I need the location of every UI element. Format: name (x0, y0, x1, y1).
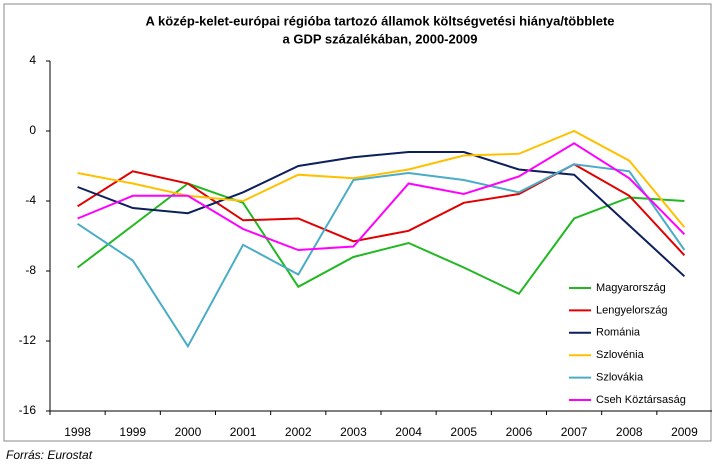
x-tick-label: 2009 (671, 425, 698, 439)
series-line (77, 129, 686, 228)
legend-label: Románia (596, 327, 641, 339)
y-tick-label: 4 (29, 53, 36, 67)
x-tick-label: 2003 (340, 425, 367, 439)
series-line (76, 182, 685, 296)
y-tick-label: 0 (29, 123, 36, 137)
chart-title: A közép-kelet-európai régióba tartozó ál… (145, 13, 614, 28)
x-tick-label: 2001 (230, 425, 257, 439)
legend-label: Szlovénia (596, 349, 645, 361)
series-line (77, 163, 686, 256)
y-tick-label: -16 (19, 403, 37, 417)
chart-frame (3, 3, 712, 442)
x-tick-label: 2005 (450, 425, 477, 439)
y-tick-label: -12 (19, 333, 37, 347)
source-note: Forrás: Eurostat (6, 448, 93, 462)
x-tick-label: 2008 (616, 425, 643, 439)
series-line (77, 151, 686, 278)
legend-label: Cseh Köztársaság (596, 394, 686, 406)
series-line (77, 163, 686, 349)
x-tick-label: 1999 (119, 425, 146, 439)
x-tick-label: 2002 (285, 425, 312, 439)
legend-label: Magyarország (596, 282, 666, 294)
y-tick-label: -4 (25, 193, 36, 207)
chart-title: a GDP százalékában, 2000-2009 (283, 31, 478, 46)
x-tick-label: 2004 (395, 425, 422, 439)
x-tick-label: 1998 (64, 425, 91, 439)
x-tick-label: 2007 (561, 425, 588, 439)
legend-label: Szlovákia (596, 372, 644, 384)
x-tick-label: 2006 (506, 425, 533, 439)
legend-label: Lengyelország (596, 304, 668, 316)
y-tick-label: -8 (25, 263, 36, 277)
series-line (77, 142, 686, 252)
x-tick-label: 2000 (175, 425, 202, 439)
